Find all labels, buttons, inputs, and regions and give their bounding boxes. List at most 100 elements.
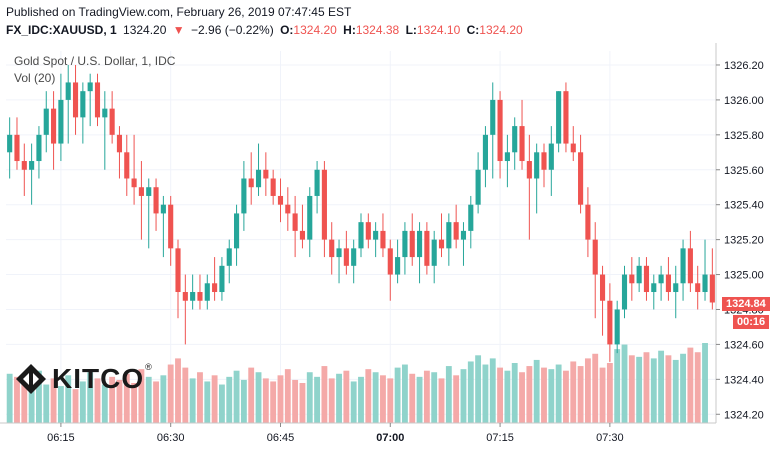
volume-bar	[262, 378, 269, 423]
price-axis[interactable]: 1326.20 1326.00 1325.80 1325.60 1325.40 1325.…	[715, 43, 764, 423]
candle-body	[72, 82, 79, 118]
candle-body	[234, 213, 240, 249]
candle-body	[702, 274, 708, 293]
volume-bar	[284, 369, 291, 423]
candle-body	[102, 108, 108, 118]
volume-bar	[438, 378, 445, 423]
volume-bar	[43, 384, 50, 423]
close-value: 1324.20	[479, 23, 523, 37]
candle-body	[695, 283, 701, 293]
volume-bar	[431, 372, 438, 423]
candle-body	[241, 178, 247, 214]
volume-bar	[445, 366, 452, 423]
candle-body	[534, 152, 540, 179]
candle-body	[409, 230, 415, 258]
volume-bar	[467, 361, 474, 423]
time-tick-label: 07:15	[486, 432, 514, 444]
volume-bar	[28, 383, 35, 423]
candle-body	[365, 222, 371, 240]
candle-body	[248, 178, 254, 188]
price-tick-label: 1324.60	[724, 339, 764, 351]
time-axis[interactable]: 06:15 06:30 06:45 07:00 07:15 07:30	[0, 422, 716, 444]
volume-bar	[599, 367, 606, 423]
volume-bar	[233, 370, 240, 423]
candle-body	[446, 222, 452, 249]
volume-bar	[592, 353, 599, 423]
volume-bar	[475, 355, 482, 423]
volume-bar	[555, 364, 562, 423]
price-tick-label: 1325.60	[724, 165, 764, 177]
candle-body	[7, 134, 13, 153]
candle-body	[138, 187, 144, 196]
volume-bar	[423, 370, 430, 423]
candle-body	[475, 169, 481, 205]
volume-bar	[358, 376, 364, 423]
volume-indicator-label: Vol (20)	[14, 71, 55, 85]
volume-bar	[36, 370, 42, 423]
candle-body	[438, 239, 445, 249]
volume-bar	[548, 369, 555, 423]
volume-bar	[694, 352, 701, 423]
candle-body	[87, 82, 93, 92]
volume-bar	[219, 384, 225, 423]
candle-body	[343, 248, 349, 266]
volume-bar	[665, 355, 672, 423]
price-change: −2.96 (−0.22%)	[191, 23, 274, 37]
candle-body	[658, 274, 664, 284]
volume-bar	[570, 361, 577, 423]
candle-body	[424, 230, 430, 266]
candle-body	[36, 134, 42, 162]
volume-bar	[336, 373, 342, 423]
volume-bars	[6, 343, 708, 423]
symbol-label: FX_IDC:XAUUSD, 1	[6, 23, 117, 37]
candle-body	[131, 178, 137, 188]
bar-countdown-tag: 00:16	[733, 315, 770, 329]
price-tick-label: 1325.40	[724, 200, 764, 212]
last-price-tag: 1324.84	[722, 297, 770, 311]
volume-bar	[526, 366, 533, 423]
candle-body	[585, 204, 591, 240]
high-label: H:	[343, 23, 356, 37]
volume-bar	[211, 375, 218, 423]
volume-bar	[240, 379, 247, 423]
candle-body	[578, 152, 584, 205]
volume-bar	[270, 381, 277, 423]
volume-bar	[460, 369, 467, 423]
price-tick-label: 1325.80	[724, 130, 764, 142]
candle-body	[190, 292, 196, 301]
candles	[7, 64, 715, 362]
candle-body	[14, 134, 20, 162]
volume-bar	[614, 349, 621, 423]
volume-bar	[584, 358, 591, 423]
candle-body	[219, 265, 225, 293]
volume-bar	[511, 363, 518, 423]
candle-body	[307, 195, 313, 240]
candlestick-chart[interactable]: 1326.20 1326.00 1325.80 1325.60 1325.40 1325.…	[0, 43, 782, 457]
candle-body	[387, 248, 393, 275]
volume-bar	[6, 373, 13, 423]
volume-bar	[350, 381, 357, 423]
candle-body	[709, 274, 715, 303]
candle-body	[373, 230, 379, 240]
volume-bar	[204, 381, 211, 423]
volume-bar	[292, 379, 299, 423]
candle-body	[563, 91, 569, 144]
candle-body	[592, 239, 598, 275]
time-tick-label: 06:45	[267, 432, 295, 444]
candle-body	[512, 126, 518, 153]
candle-body	[336, 248, 342, 258]
volume-bar	[277, 375, 284, 423]
candle-body	[673, 283, 679, 293]
chart-title: Gold Spot / U.S. Dollar, 1, IDC	[14, 54, 176, 68]
candle-body	[226, 248, 232, 266]
published-text: Published on TradingView.com, February 2…	[6, 5, 352, 19]
published-note: Published on TradingView.com, February 2…	[6, 5, 351, 19]
close-label: C:	[466, 23, 480, 37]
candle-body	[292, 213, 298, 231]
volume-bar	[328, 378, 335, 423]
candle-body	[570, 143, 576, 153]
volume-bar	[21, 379, 28, 423]
candle-body	[314, 169, 320, 196]
candle-body	[541, 152, 547, 170]
volume-bar	[175, 358, 181, 423]
